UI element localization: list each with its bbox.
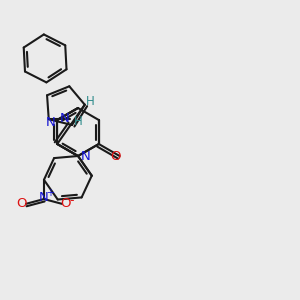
Text: H: H bbox=[74, 115, 82, 128]
Text: N: N bbox=[60, 112, 70, 124]
Text: N: N bbox=[39, 190, 49, 203]
Text: N: N bbox=[81, 151, 91, 164]
Text: +: + bbox=[46, 188, 54, 198]
Text: H: H bbox=[86, 95, 95, 108]
Text: O: O bbox=[110, 149, 121, 163]
Text: -: - bbox=[70, 194, 74, 207]
Text: N: N bbox=[46, 116, 56, 129]
Text: O: O bbox=[61, 197, 71, 210]
Text: O: O bbox=[17, 197, 27, 210]
